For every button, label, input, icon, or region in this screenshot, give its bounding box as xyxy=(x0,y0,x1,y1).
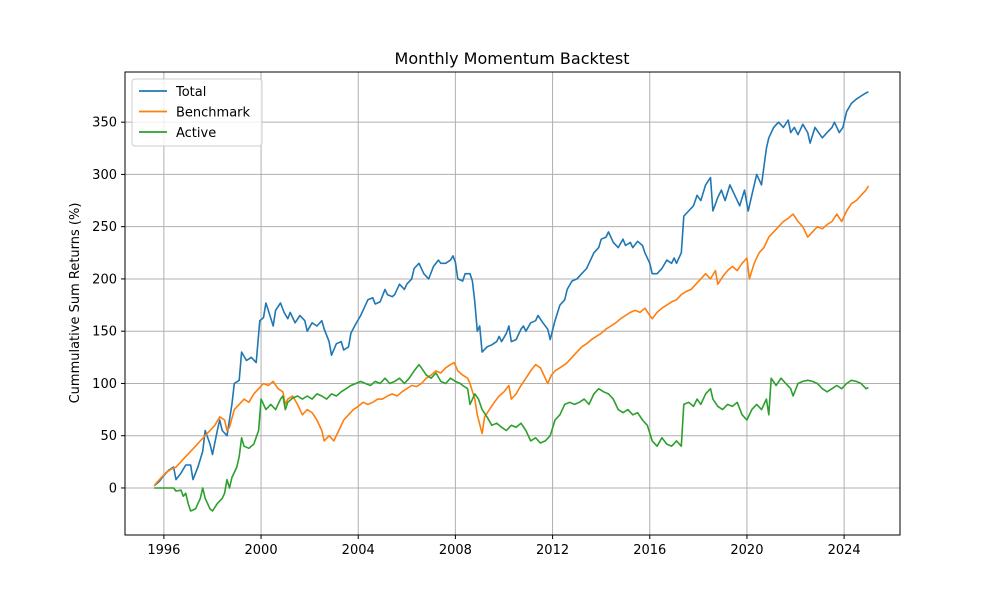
y-tick-label: 100 xyxy=(92,377,117,392)
series-line-active xyxy=(154,363,869,512)
y-tick-label: 150 xyxy=(92,325,117,340)
x-tick-label: 2004 xyxy=(342,543,375,558)
plot-area-frame xyxy=(124,71,901,536)
x-tick-label: 2016 xyxy=(633,543,666,558)
y-tick-label: 250 xyxy=(92,220,117,235)
x-tick-label: 2008 xyxy=(439,543,472,558)
series-group xyxy=(153,91,870,512)
y-tick-label: 300 xyxy=(92,168,117,183)
legend: Total Benchmark Active xyxy=(131,78,263,147)
y-axis-label: Cummulative Sum Returns (%) xyxy=(68,203,83,404)
x-tick-label: 2024 xyxy=(828,543,861,558)
chart-title: Monthly Momentum Backtest xyxy=(395,49,630,68)
series-line-total xyxy=(153,91,869,487)
y-tick-label: 350 xyxy=(92,116,117,131)
legend-label-total: Total xyxy=(175,85,206,100)
x-tick-label: 1996 xyxy=(147,543,180,558)
x-tick-label: 2012 xyxy=(536,543,569,558)
y-tick-label: 0 xyxy=(109,481,117,496)
legend-label-benchmark: Benchmark xyxy=(176,106,251,121)
y-tick-label: 200 xyxy=(92,272,117,287)
x-tick-label: 2000 xyxy=(245,543,278,558)
legend-label-active: Active xyxy=(176,126,216,141)
series-line-benchmark xyxy=(153,185,870,487)
x-tick-label: 2020 xyxy=(730,543,763,558)
y-tick-label: 50 xyxy=(100,429,117,444)
legend-box xyxy=(131,78,263,147)
grid xyxy=(125,72,900,535)
axis-ticks: 1996 2000 2004 2008 2012 2016 2020 2024 0 50 100 15… xyxy=(92,116,860,558)
